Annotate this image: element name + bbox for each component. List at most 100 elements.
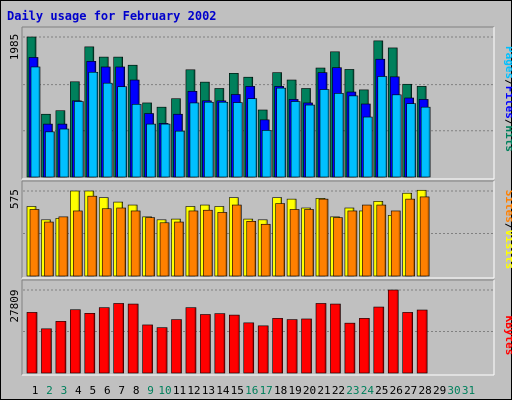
bar-sites-day-17 (260, 223, 271, 277)
bar-kbytes-day-1 (26, 312, 38, 374)
bar-kbytes-day-16 (243, 322, 255, 374)
x-tick-label-day-14: 14 (216, 384, 230, 397)
bar-sites-day-28 (419, 196, 430, 277)
bar-sites-day-26 (390, 210, 401, 277)
bar-pages-day-2 (45, 131, 55, 178)
series-label-part: / (503, 223, 512, 230)
x-tick-label-day-9: 9 (147, 384, 154, 397)
bar-kbytes-day-14 (214, 313, 226, 374)
bar-kbytes-day-18 (272, 318, 283, 374)
bar-pages-day-4 (74, 101, 84, 178)
bar-sites-day-24 (362, 204, 372, 277)
x-tick-label-day-20: 20 (303, 384, 316, 397)
series-label-kbytes: KBytes (503, 316, 512, 356)
bar-kbytes-day-21 (315, 303, 327, 374)
ymax-label-visits-sites: 575 (8, 189, 21, 209)
bar-pages-day-23 (348, 95, 359, 178)
bar-pages-day-17 (261, 130, 272, 178)
bar-kbytes-day-10 (156, 327, 168, 374)
x-tick-label-day-24: 24 (361, 384, 375, 397)
bar-kbytes-day-27 (402, 312, 414, 374)
bar-sites-day-12 (188, 210, 199, 277)
x-tick-label-day-28: 28 (419, 384, 432, 397)
bar-kbytes-day-6 (98, 307, 110, 374)
x-tick-label-day-31: 31 (462, 384, 475, 397)
bar-sites-day-19 (289, 209, 300, 277)
ymax-label-kbytes: 27809 (8, 289, 21, 322)
bar-pages-day-10 (160, 123, 171, 178)
x-tick-label-day-10: 10 (158, 384, 171, 397)
series-label-part: Pages (503, 46, 512, 79)
bar-pages-day-22 (334, 93, 344, 178)
bar-sites-day-11 (174, 221, 184, 277)
bar-kbytes-day-3 (55, 321, 67, 374)
x-tick-label-day-23: 23 (346, 384, 359, 397)
bar-pages-day-6 (102, 82, 113, 178)
x-tick-label-day-16: 16 (245, 384, 258, 397)
bar-kbytes-day-22 (330, 303, 341, 374)
x-tick-label-day-13: 13 (202, 384, 215, 397)
x-tick-label-day-22: 22 (332, 384, 345, 397)
x-tick-label-day-25: 25 (375, 384, 388, 397)
bar-sites-day-4 (73, 210, 83, 277)
bar-kbytes-day-19 (286, 319, 298, 374)
bar-pages-day-18 (276, 87, 286, 178)
bar-kbytes-day-15 (229, 314, 240, 374)
bar-kbytes-day-11 (171, 319, 182, 374)
bar-kbytes-day-13 (200, 314, 211, 374)
x-tick-label-day-6: 6 (104, 384, 111, 397)
bar-sites-day-23 (347, 210, 358, 277)
x-tick-label-day-30: 30 (447, 384, 460, 397)
bar-pages-day-8 (131, 104, 142, 178)
bar-pages-day-19 (290, 101, 301, 178)
bar-sites-day-20 (304, 209, 314, 277)
x-tick-label-day-15: 15 (231, 384, 244, 397)
bar-pages-day-12 (189, 102, 200, 178)
bar-sites-day-21 (318, 198, 329, 277)
bar-sites-day-7 (116, 207, 126, 277)
series-label-part: / (503, 119, 512, 126)
bar-sites-day-16 (246, 221, 257, 277)
series-label-part: / (503, 79, 512, 86)
bar-kbytes-day-25 (373, 306, 385, 374)
x-tick-label-day-12: 12 (187, 384, 200, 397)
bar-kbytes-day-20 (301, 318, 312, 374)
bar-kbytes-day-2 (41, 328, 52, 374)
x-tick-label-day-19: 19 (288, 384, 301, 397)
x-tick-label-day-2: 2 (46, 384, 53, 397)
bar-pages-day-20 (305, 104, 315, 178)
x-tick-label-day-8: 8 (133, 384, 140, 397)
bar-sites-day-25 (376, 204, 387, 277)
bar-pages-day-5 (88, 71, 99, 178)
x-tick-label-day-29: 29 (433, 384, 446, 397)
bar-kbytes-day-4 (70, 309, 81, 374)
x-tick-label-day-27: 27 (404, 384, 417, 397)
bar-kbytes-day-8 (127, 303, 139, 374)
bar-sites-day-6 (101, 208, 112, 277)
x-tick-label-day-5: 5 (89, 384, 96, 397)
series-label-part: KBytes (503, 316, 512, 356)
bar-sites-day-1 (29, 209, 40, 277)
bar-kbytes-day-17 (257, 325, 269, 374)
bar-pages-day-14 (218, 101, 229, 178)
ymax-label-hits-files-pages: 1985 (8, 34, 21, 61)
bar-pages-day-3 (59, 128, 70, 178)
bar-sites-day-3 (58, 216, 69, 277)
bar-sites-day-14 (217, 212, 228, 277)
bar-sites-day-5 (87, 195, 98, 277)
series-label-visits-sites: Sites/Visits (503, 190, 512, 270)
chart-title: Daily usage for February 2002 (7, 9, 217, 23)
bar-kbytes-day-23 (344, 322, 356, 374)
bar-kbytes-day-5 (84, 313, 96, 374)
series-label-part: Sites (503, 190, 512, 223)
x-tick-label-day-26: 26 (390, 384, 403, 397)
x-tick-label-day-21: 21 (317, 384, 330, 397)
series-label-part: Files (503, 86, 512, 119)
x-tick-label-day-7: 7 (118, 384, 125, 397)
bar-sites-day-15 (232, 204, 242, 277)
bar-pages-day-13 (204, 101, 214, 178)
bar-kbytes-day-9 (142, 324, 153, 374)
bar-kbytes-day-24 (359, 318, 370, 374)
